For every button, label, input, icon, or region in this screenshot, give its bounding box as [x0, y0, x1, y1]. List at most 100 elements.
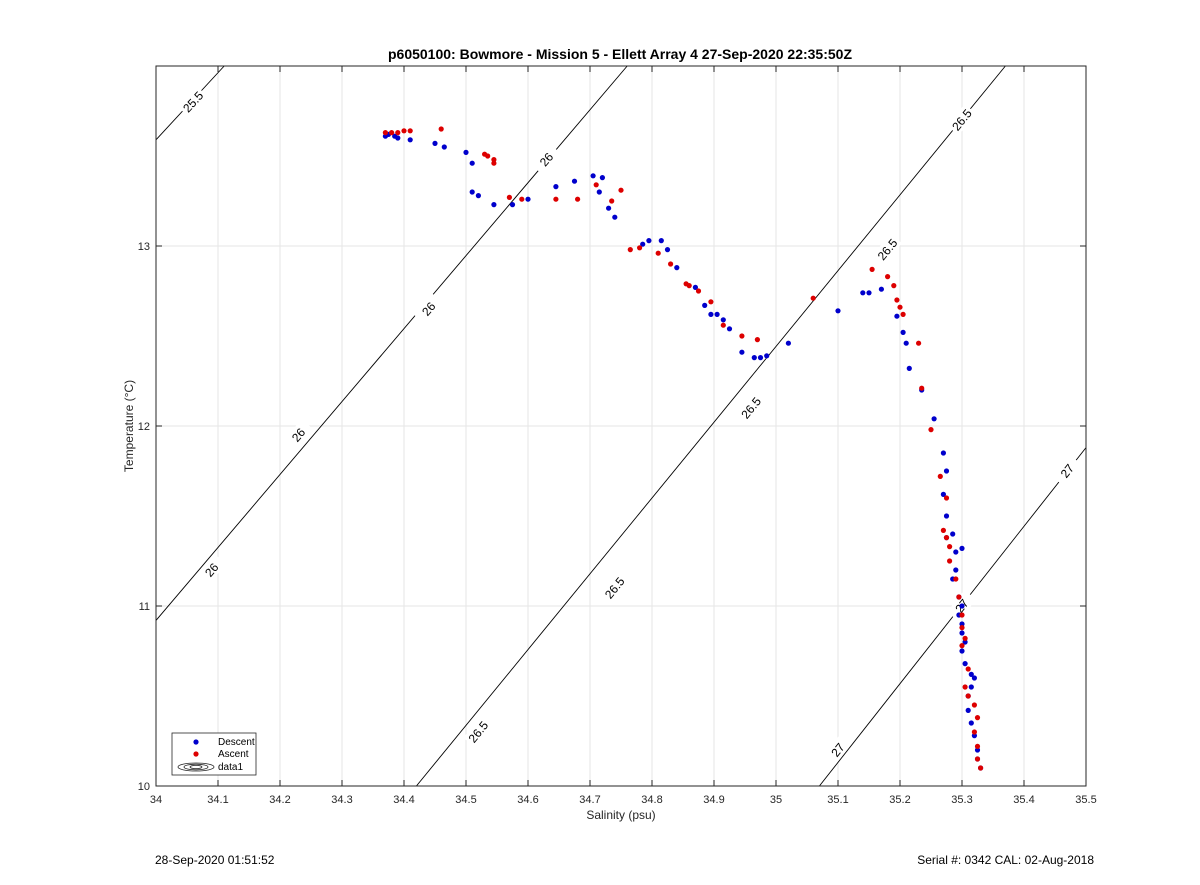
- descent-point: [469, 160, 475, 166]
- descent-point: [553, 184, 559, 190]
- descent-point: [640, 241, 646, 247]
- x-tick-label: 35.3: [951, 794, 972, 806]
- descent-point: [646, 238, 652, 244]
- ascent-point: [943, 535, 950, 541]
- contour-label-bg: [177, 86, 208, 118]
- ascent-point: [962, 684, 968, 690]
- ascent-point: [506, 194, 512, 200]
- contour-label-bg: [531, 143, 562, 175]
- ascent-point: [519, 196, 525, 202]
- descent-point: [525, 196, 531, 202]
- descent-point: [708, 311, 714, 317]
- x-tick-label: 34.2: [269, 794, 290, 806]
- x-axis-label: Salinity (psu): [586, 808, 655, 822]
- ascent-point: [609, 198, 615, 204]
- contour-label-bg: [736, 392, 766, 424]
- points-layer: [382, 126, 984, 771]
- ascent-point: [959, 625, 965, 631]
- ascent-point: [943, 495, 950, 501]
- density-contour-26: [155, 65, 628, 621]
- legend-marker-data1: [177, 762, 215, 772]
- contour-label-bg: [823, 734, 853, 766]
- descent-point: [968, 671, 974, 678]
- x-tick-label: 34.3: [331, 794, 352, 806]
- x-tick-label: 34.1: [207, 794, 228, 806]
- ascent-point: [894, 297, 900, 303]
- ascent-point: [974, 743, 981, 750]
- legend-label-data1: data1: [218, 762, 243, 773]
- descent-point: [943, 513, 950, 519]
- ascent-point: [491, 157, 497, 163]
- descent-point: [674, 265, 680, 271]
- density-contour-26.5: [416, 65, 1006, 787]
- ascent-point: [655, 250, 661, 256]
- descent-point: [714, 311, 720, 317]
- ascent-point: [401, 128, 407, 134]
- descent-point: [903, 340, 909, 346]
- descent-point: [962, 639, 968, 645]
- y-tick-label: 13: [138, 241, 150, 253]
- descent-point: [940, 491, 947, 497]
- y-tick-label: 10: [138, 781, 150, 793]
- ascent-point: [618, 187, 624, 193]
- ascent-point: [916, 340, 922, 346]
- descent-point: [894, 313, 900, 319]
- x-tick-label: 35: [770, 794, 782, 806]
- ascent-point: [637, 245, 643, 251]
- descent-point: [720, 317, 726, 323]
- descent-point: [950, 531, 956, 537]
- ascent-point: [382, 130, 388, 136]
- contour-label-bg: [196, 554, 227, 586]
- y-axis-label: Temperature (°C): [122, 380, 136, 472]
- descent-point: [900, 329, 906, 335]
- ascent-point: [754, 337, 761, 343]
- ascent-point: [395, 130, 401, 136]
- ascent-point: [720, 322, 726, 328]
- contour-label-bg: [413, 293, 444, 325]
- ascent-point: [686, 283, 692, 289]
- x-tick-label: 34.8: [641, 794, 662, 806]
- descent-point: [692, 284, 699, 290]
- contour-label-bg: [463, 716, 493, 748]
- x-tick-label: 34.6: [517, 794, 538, 806]
- footer-serial-cal: Serial #: 0342 CAL: 02-Aug-2018: [917, 853, 1094, 867]
- descent-point: [968, 684, 974, 690]
- tick-layer: 34 34.1 34.2 34.3 34.4 34.5 34.6 34.7 34.8 34.9 35…: [138, 66, 1097, 806]
- descent-point: [590, 173, 596, 179]
- ascent-point: [947, 558, 953, 564]
- descent-point: [606, 205, 612, 211]
- descent-point: [658, 238, 664, 244]
- descent-point: [596, 189, 602, 195]
- contour-label-bg: [946, 104, 977, 136]
- descent-point: [785, 340, 792, 346]
- ascent-point: [553, 196, 559, 202]
- descent-point: [971, 675, 978, 681]
- contour-label-bg: [1052, 455, 1082, 487]
- ascent-point: [971, 729, 978, 735]
- descent-point: [971, 733, 978, 739]
- ascent-point: [962, 635, 968, 642]
- descent-point: [931, 416, 937, 422]
- y-tick-label: 11: [139, 601, 150, 613]
- ascent-point: [953, 576, 959, 582]
- descent-point: [959, 630, 965, 636]
- ascent-point: [919, 385, 925, 391]
- ascent-point: [668, 261, 674, 267]
- descent-point: [974, 747, 981, 753]
- ascent-point: [937, 473, 943, 479]
- ascent-point: [965, 666, 971, 672]
- descent-point: [612, 214, 618, 220]
- legend-marker-ascent: [193, 751, 199, 757]
- ascent-point: [900, 311, 906, 317]
- ascent-point: [593, 182, 599, 188]
- descent-point: [959, 621, 965, 627]
- descent-point: [395, 135, 401, 141]
- descent-point: [475, 193, 481, 199]
- y-tick-label: 12: [138, 421, 150, 433]
- ascent-point: [947, 544, 953, 550]
- x-tick-label: 34.9: [703, 794, 724, 806]
- descent-point: [940, 450, 947, 456]
- ascent-point: [897, 304, 903, 310]
- ascent-point: [810, 295, 816, 301]
